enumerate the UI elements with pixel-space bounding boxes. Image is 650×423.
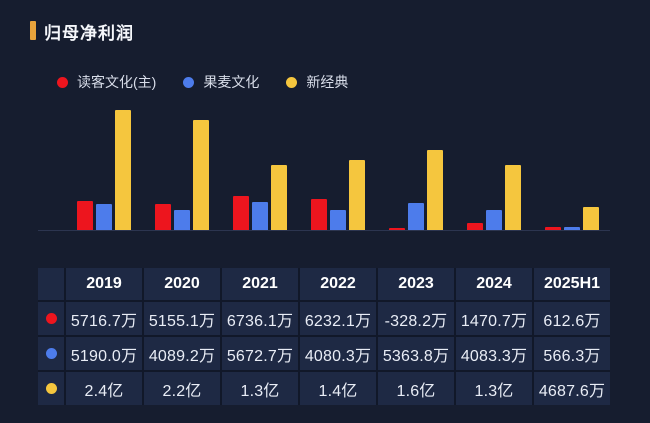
legend-label: 果麦文化 bbox=[203, 74, 260, 90]
chart-bar-s2-2023[interactable] bbox=[427, 150, 443, 230]
chart-bar-s0-2022[interactable] bbox=[311, 198, 327, 230]
title-accent-bar bbox=[30, 21, 36, 40]
chart-bar-s2-2025H1[interactable] bbox=[583, 206, 599, 230]
chart-bar-s0-2021[interactable] bbox=[233, 196, 249, 230]
year-header-2023: 2023 bbox=[378, 268, 454, 300]
legend-item-0[interactable]: 读客文化(主) bbox=[57, 72, 156, 92]
series-dot-cell-1 bbox=[38, 337, 64, 370]
chart-bar-s0-2023[interactable] bbox=[389, 228, 405, 230]
page-title: 归母净利润 bbox=[44, 24, 134, 43]
value-cell-r1-2019: 5190.0万 bbox=[66, 337, 142, 370]
value-cell-r1-2023: 5363.8万 bbox=[378, 337, 454, 370]
value-cell-r2-2024: 1.3亿 bbox=[456, 372, 532, 405]
value-cell-r2-2023: 1.6亿 bbox=[378, 372, 454, 405]
chart-bar-s1-2023[interactable] bbox=[408, 203, 424, 230]
year-header-2022: 2022 bbox=[300, 268, 376, 300]
value-cell-r0-2022: 6232.1万 bbox=[300, 302, 376, 335]
value-cell-r2-2022: 1.4亿 bbox=[300, 372, 376, 405]
chart-bar-s2-2021[interactable] bbox=[271, 165, 287, 230]
value-cell-r1-2025H1: 566.3万 bbox=[534, 337, 610, 370]
chart-bar-s2-2022[interactable] bbox=[349, 160, 365, 230]
series-dot-cell-2 bbox=[38, 372, 64, 405]
chart-bar-s1-2021[interactable] bbox=[252, 201, 268, 230]
chart-bar-s1-2022[interactable] bbox=[330, 209, 346, 230]
legend-dot-icon bbox=[286, 76, 298, 88]
legend-item-2[interactable]: 新经典 bbox=[286, 72, 348, 92]
legend-label: 读客文化(主) bbox=[77, 74, 157, 90]
value-cell-r2-2021: 1.3亿 bbox=[222, 372, 298, 405]
legend-item-1[interactable]: 果麦文化 bbox=[183, 72, 259, 92]
value-cell-r2-2019: 2.4亿 bbox=[66, 372, 142, 405]
legend-dot-icon bbox=[183, 76, 195, 88]
x-axis-line bbox=[38, 230, 610, 231]
year-header-2020: 2020 bbox=[144, 268, 220, 300]
data-table: 2019 2020 2021 2022 2023 2024 2025H1 5716.7万 515… bbox=[38, 268, 610, 405]
chart-bar-s1-2020[interactable] bbox=[174, 209, 190, 230]
value-cell-r0-2021: 6736.1万 bbox=[222, 302, 298, 335]
chart-bar-s2-2020[interactable] bbox=[193, 120, 209, 230]
value-cell-r1-2021: 5672.7万 bbox=[222, 337, 298, 370]
value-cell-r0-2024: 1470.7万 bbox=[456, 302, 532, 335]
chart-bar-s0-2020[interactable] bbox=[155, 204, 171, 230]
value-cell-r2-2020: 2.2亿 bbox=[144, 372, 220, 405]
value-cell-r1-2020: 4089.2万 bbox=[144, 337, 220, 370]
value-cell-r0-2020: 5155.1万 bbox=[144, 302, 220, 335]
value-cell-r1-2024: 4083.3万 bbox=[456, 337, 532, 370]
series-dot-cell-0 bbox=[38, 302, 64, 335]
year-header-2019: 2019 bbox=[66, 268, 142, 300]
series-dot-icon bbox=[45, 313, 57, 324]
legend: 读客文化(主) 果麦文化 新经典 bbox=[57, 72, 348, 92]
chart-bar-s2-2024[interactable] bbox=[505, 165, 521, 230]
legend-label: 新经典 bbox=[306, 74, 349, 90]
chart-bar-s1-2024[interactable] bbox=[486, 209, 502, 230]
chart-bar-s0-2024[interactable] bbox=[467, 222, 483, 230]
chart-bar-s1-2025H1[interactable] bbox=[564, 227, 580, 230]
series-dot-icon bbox=[45, 383, 57, 394]
value-cell-r2-2025H1: 4687.6万 bbox=[534, 372, 610, 405]
table-corner-cell bbox=[38, 268, 64, 300]
year-header-2021: 2021 bbox=[222, 268, 298, 300]
value-cell-r0-2019: 5716.7万 bbox=[66, 302, 142, 335]
legend-dot-icon bbox=[57, 76, 68, 88]
chart-bar-s1-2019[interactable] bbox=[96, 204, 112, 230]
chart-bar-s0-2025H1[interactable] bbox=[545, 226, 561, 230]
series-dot-icon bbox=[45, 348, 57, 359]
year-header-2025H1: 2025H1 bbox=[534, 268, 610, 300]
value-cell-r0-2023: -328.2万 bbox=[378, 302, 454, 335]
value-cell-r1-2022: 4080.3万 bbox=[300, 337, 376, 370]
chart-bar-s0-2019[interactable] bbox=[77, 201, 93, 230]
year-header-2024: 2024 bbox=[456, 268, 532, 300]
value-cell-r0-2025H1: 612.6万 bbox=[534, 302, 610, 335]
chart-bar-s2-2019[interactable] bbox=[115, 110, 131, 230]
